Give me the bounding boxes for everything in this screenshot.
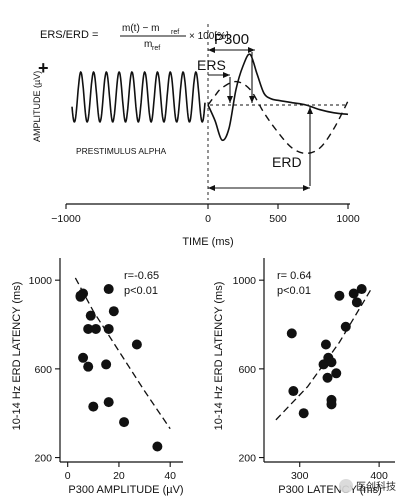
top-ylabel: AMPLITUDE (µV) [32,71,42,142]
data-point [326,357,337,368]
prestimulus-alpha-wave [71,71,206,123]
watermark: 医创科技 [339,479,396,493]
data-point [322,372,333,383]
x-tick-label: 400 [370,470,388,482]
arrowhead [303,185,310,191]
data-point [75,291,86,302]
right-ylabel: 10-14 Hz ERD LATENCY (ms) [213,282,225,431]
data-point [320,339,331,350]
top-x-tick-label: 500 [269,213,287,225]
scatter-left-panel: 200 600 1000 0 20 40 r=-0.65 p<0.01 10-14 Hz … [11,258,184,496]
data-point [88,401,99,412]
data-point [85,310,96,321]
arrowhead [208,185,215,191]
data-point [83,323,94,334]
formula-lhs: ERS/ERD = [40,29,98,41]
arrowhead [208,47,215,53]
left-ylabel: 10-14 Hz ERD LATENCY (ms) [11,282,23,431]
x-tick-label: 0 [65,470,71,482]
arrowhead [307,107,313,114]
annotation-erd: ERD [272,154,302,170]
x-tick-label: 40 [164,470,176,482]
arrowhead [223,72,230,78]
data-point [340,321,351,332]
right-data-points [286,284,367,419]
left-stat-p: p<0.01 [124,285,158,297]
y-tick-label: 200 [34,453,52,465]
data-point [108,306,119,317]
arrowhead [227,96,233,103]
right-regression-line [275,288,372,421]
right-xlabel: P300 LATENCY (ms) [278,484,382,496]
annotation-prestimulus-alpha: PRESTIMULUS ALPHA [76,146,167,156]
data-point [334,290,345,301]
data-point [318,359,329,370]
data-point [131,339,142,350]
formula-numerator-sub: ref [171,29,179,36]
data-point [103,284,114,295]
y-tick-label: 600 [238,364,256,376]
x-tick-label: 300 [291,470,309,482]
left-regression-curve [74,277,171,430]
top-panel: ERS/ERD = m(t) − m ref m ref × 100[%] + … [32,23,360,248]
data-point [351,297,362,308]
top-x-axis: −1000 0 500 1000 [51,203,360,225]
data-point [326,399,337,410]
watermark-text: 医创科技 [356,480,396,493]
data-point [83,361,94,372]
data-point [103,323,114,334]
right-ticks: 200 600 1000 300 400 [233,275,388,482]
ers-erd-formula: ERS/ERD = m(t) − m ref m ref × 100[%] [40,23,229,52]
formula-denominator-sub: ref [152,45,160,52]
left-xlabel: P300 AMPLITUDE (µV) [68,484,183,496]
scatter-right-panel: 200 600 1000 300 400 r= 0.64 p<0.01 10-14 Hz… [213,258,395,496]
plus-sign: + [38,58,49,78]
arrowhead [249,96,255,103]
y-tick-label: 1000 [29,275,53,287]
formula-tail: × 100[%] [189,31,229,42]
data-point [356,284,367,295]
left-data-points [75,284,163,452]
right-stat-p: p<0.01 [277,285,311,297]
data-point [90,323,101,334]
data-point [288,386,299,397]
y-tick-label: 1000 [233,275,257,287]
y-tick-label: 600 [34,364,52,376]
data-point [78,352,89,363]
band-power-trace [207,80,349,155]
top-x-tick-label: 1000 [336,213,360,225]
data-point [119,417,130,428]
annotation-ers: ERS [197,57,226,73]
watermark-logo-icon [339,479,353,493]
arrowhead [248,47,255,53]
left-ticks: 200 600 1000 0 20 40 [29,275,177,482]
left-stat-r: r=-0.65 [124,270,159,282]
data-point [101,359,112,370]
p300-erp-trace [207,53,349,142]
data-point [298,408,309,419]
annotation-arrows [208,47,313,191]
x-tick-label: 20 [113,470,125,482]
data-point [152,441,163,452]
top-x-tick-label: −1000 [51,213,81,225]
top-xlabel: TIME (ms) [182,236,233,248]
data-point [286,328,297,339]
formula-denominator: m [144,39,152,50]
top-x-tick-label: 0 [205,213,211,225]
y-tick-label: 200 [238,453,256,465]
annotation-p300: P300 [214,31,249,48]
formula-numerator: m(t) − m [122,23,160,34]
data-point [348,288,359,299]
right-stat-r: r= 0.64 [277,270,312,282]
data-point [331,368,342,379]
data-point [103,397,114,408]
